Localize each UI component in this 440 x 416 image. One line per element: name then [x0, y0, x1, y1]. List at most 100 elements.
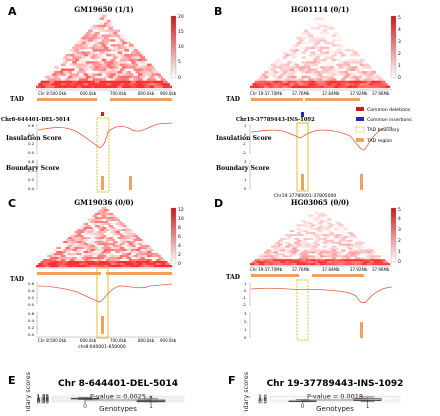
panel-a-insulation-axis: 0.6 0.4 0.2 0.0: [28, 123, 38, 155]
heatmap-cell: [329, 66, 335, 69]
heatmap-cell: [289, 257, 295, 260]
heatmap-cell: [350, 245, 356, 248]
heatmap-cell: [60, 247, 66, 250]
heatmap-cell: [135, 75, 141, 79]
y-tick-label: 0.5: [258, 398, 267, 404]
heatmap-cell: [119, 247, 125, 250]
heatmap-cell: [322, 63, 328, 67]
heatmap-cell: [49, 265, 55, 268]
heatmap-cell: [70, 255, 75, 258]
heatmap-cell: [83, 34, 89, 38]
heatmap-cell: [97, 255, 102, 258]
heatmap-cell: [58, 75, 64, 79]
heatmap-cell: [310, 263, 316, 266]
heatmap-cell: [287, 232, 293, 235]
heatmap-cell: [81, 56, 87, 59]
heatmap-cell: [124, 227, 130, 230]
heatmap-cell: [97, 34, 102, 38]
heatmap-cell: [113, 245, 118, 248]
heatmap-cell: [357, 251, 363, 254]
heatmap-cell: [115, 29, 121, 33]
panel-letter-d: D: [214, 197, 223, 210]
heatmap-cell: [324, 228, 330, 231]
heatmap-cell: [289, 253, 295, 256]
heatmap-cell: [261, 78, 267, 81]
heatmap-cell: [296, 36, 302, 40]
heatmap-cell: [119, 83, 125, 86]
panel-b-variant-label: Chr19-37789443-INS-1092: [236, 117, 315, 123]
heatmap-cell: [331, 63, 337, 67]
heatmap-cell: [310, 239, 316, 242]
heatmap-cell: [117, 241, 123, 244]
heatmap-cell: [90, 217, 96, 220]
heatmap-cell: [113, 66, 118, 69]
heatmap-cell: [310, 85, 316, 89]
heatmap-cell: [266, 78, 272, 81]
heatmap-cell: [65, 68, 71, 72]
heatmap-cell: [313, 29, 318, 33]
heatmap-cell: [65, 63, 71, 67]
panel-d-tad-label: TAD: [226, 274, 240, 281]
heatmap-cell: [144, 75, 150, 79]
heatmap-cell: [299, 73, 304, 76]
heatmap-cell: [117, 225, 123, 228]
x-tick-label: 1: [366, 403, 370, 410]
heatmap-cell: [292, 51, 297, 55]
heatmap-cell: [294, 234, 300, 237]
heatmap-cell: [294, 49, 300, 52]
heatmap-cell: [85, 80, 91, 84]
heatmap-cell: [83, 223, 89, 226]
heatmap-cell: [338, 85, 344, 89]
heatmap-cell: [88, 223, 93, 226]
heatmap-cell: [362, 61, 367, 64]
heatmap-cell: [345, 261, 351, 264]
heatmap-cell: [67, 261, 73, 264]
heatmap-cell: [81, 229, 87, 232]
heatmap-cell: [327, 214, 332, 217]
heatmap-cell: [280, 237, 286, 241]
heatmap-cell: [58, 85, 64, 89]
heatmap-cell: [324, 216, 330, 219]
heatmap-cell: [336, 253, 342, 256]
heatmap-cell: [275, 63, 281, 67]
heatmap-cell: [315, 32, 321, 35]
heatmap-cell: [296, 255, 302, 258]
heatmap-cell: [149, 257, 155, 260]
heatmap-cell: [115, 219, 121, 222]
heatmap-cell: [317, 241, 323, 244]
heatmap-cell: [97, 259, 102, 262]
heatmap-cell: [151, 68, 157, 72]
heatmap-cell: [310, 27, 316, 30]
heatmap-cell: [79, 83, 84, 86]
heatmap-cell: [329, 263, 335, 266]
panel-c-colorbar-ticks: 0 2 4 6 8 10 12: [178, 207, 184, 267]
heatmap-cell: [149, 249, 155, 252]
heatmap-cell: [341, 261, 346, 264]
heatmap-cell: [104, 51, 109, 55]
heatmap-cell: [56, 73, 62, 76]
heatmap-cell: [294, 237, 300, 241]
heatmap-cell: [289, 249, 295, 252]
heatmap-cell: [65, 259, 71, 262]
heatmap-cell: [147, 63, 152, 67]
heatmap-cell: [72, 241, 77, 244]
heatmap-cell: [268, 75, 274, 79]
heatmap-cell: [151, 263, 157, 266]
heatmap-cell: [72, 61, 77, 64]
heatmap-cell: [81, 261, 87, 264]
panel-a: A GM19650 (1/1) 0 5 10 15 20 Chr 8:500.0…: [1, 5, 184, 193]
heatmap-cell: [113, 241, 118, 244]
heatmap-cell: [79, 73, 84, 76]
heatmap-cell: [88, 235, 93, 238]
heatmap-cell: [81, 249, 87, 252]
heatmap-cell: [76, 241, 82, 244]
heatmap-cell: [371, 80, 377, 84]
heatmap-cell: [282, 239, 288, 242]
heatmap-cell: [289, 245, 295, 248]
heatmap-cell: [306, 255, 311, 258]
heatmap-cell: [324, 232, 330, 235]
heatmap-cell: [301, 239, 307, 242]
heatmap-cell: [124, 247, 130, 250]
heatmap-cell: [126, 261, 132, 264]
heatmap-cell: [341, 58, 346, 62]
